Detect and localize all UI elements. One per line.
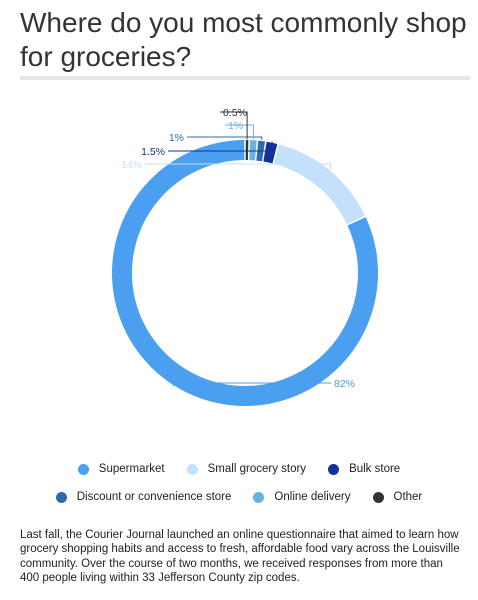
- data-label-bulk-store: 1.5%: [141, 146, 165, 158]
- leader-line-small-grocery-story: [145, 163, 331, 170]
- legend-label: Supermarket: [98, 463, 165, 475]
- chart-title: Where do you most commonly shop for groc…: [20, 7, 467, 72]
- legend-row: Supermarket Small grocery story Bulk store: [0, 455, 478, 483]
- legend-item-online-delivery[interactable]: Online delivery: [253, 491, 351, 503]
- slice-other[interactable]: [245, 140, 249, 161]
- legend-swatch-icon: [186, 463, 198, 475]
- legend-label: Other: [393, 491, 423, 503]
- data-label-online-delivery: 1%: [228, 120, 243, 132]
- leader-line-online-delivery: [225, 124, 254, 140]
- title-divider: [20, 76, 470, 80]
- slice-small-grocery-story[interactable]: [273, 144, 366, 225]
- legend-item-other[interactable]: Other: [372, 491, 423, 503]
- description-text: Last fall, the Courier Journal launched …: [20, 529, 460, 584]
- slice-online-delivery[interactable]: [249, 140, 257, 161]
- legend-label: Discount or convenience store: [76, 491, 232, 503]
- slice-bulk-store[interactable]: [263, 141, 278, 164]
- legend-swatch-icon: [372, 491, 384, 503]
- leader-line-discount-or-convenience-store: [187, 136, 263, 141]
- legend-swatch-icon: [253, 491, 265, 503]
- donut-chart: 82%14%1.5%1%1%0.5%: [112, 107, 378, 407]
- legend-item-discount-or-convenience-store[interactable]: Discount or convenience store: [55, 491, 232, 503]
- leader-line-other: [220, 111, 248, 140]
- data-label-discount-or-convenience-store: 1%: [169, 132, 184, 144]
- legend: Supermarket Small grocery story Bulk store…: [0, 455, 478, 511]
- legend-label: Bulk store: [349, 463, 401, 475]
- legend-item-bulk-store[interactable]: Bulk store: [328, 463, 400, 475]
- data-label-other: 0.5%: [223, 107, 247, 119]
- legend-item-supermarket[interactable]: Supermarket: [77, 463, 165, 475]
- legend-row: Discount or convenience store Online deli…: [0, 483, 478, 511]
- leader-line-supermarket: [172, 382, 331, 387]
- data-label-supermarket: 82%: [334, 378, 355, 390]
- legend-swatch-icon: [55, 491, 67, 503]
- data-label-small-grocery-story: 14%: [121, 159, 142, 171]
- legend-item-small-grocery-story[interactable]: Small grocery story: [186, 463, 307, 475]
- legend-label: Small grocery story: [207, 463, 307, 475]
- legend-label: Online delivery: [274, 491, 351, 503]
- leader-line-bulk-store: [168, 141, 273, 152]
- legend-swatch-icon: [328, 463, 340, 475]
- legend-swatch-icon: [77, 463, 89, 475]
